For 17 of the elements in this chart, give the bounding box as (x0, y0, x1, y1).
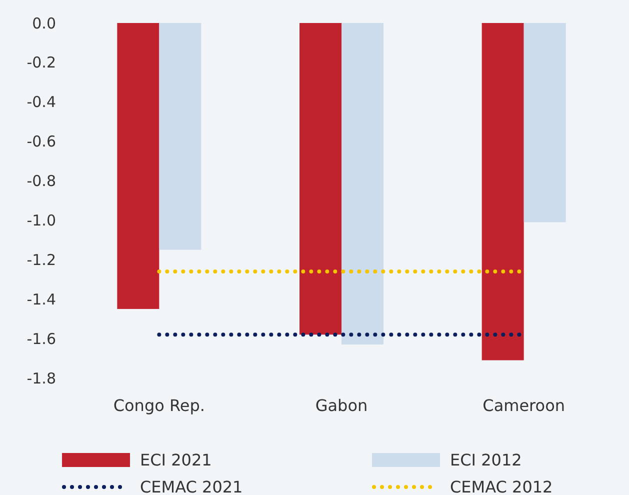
legend-label: ECI 2012 (450, 450, 522, 470)
legend-label: ECI 2021 (140, 450, 212, 470)
y-tick-label: -0.2 (26, 54, 56, 72)
y-tick-label: -1.6 (26, 330, 56, 348)
y-tick-label: -1.4 (26, 290, 56, 308)
y-tick-label: -1.2 (26, 250, 56, 269)
y-tick-label: -0.4 (26, 93, 56, 112)
x-tick-label: Gabon (315, 396, 368, 415)
y-tick-label: -1.0 (26, 211, 56, 230)
y-tick-label: -0.6 (26, 132, 56, 151)
y-tick-label: 0.0 (32, 14, 56, 32)
x-tick-label: Congo Rep. (113, 396, 205, 415)
x-tick-label: Cameroon (482, 396, 566, 415)
legend-label: CEMAC 2021 (140, 478, 243, 495)
y-tick-label: -0.8 (26, 172, 56, 190)
legend-label: CEMAC 2012 (450, 478, 553, 495)
y-tick-label: -1.8 (26, 369, 56, 388)
